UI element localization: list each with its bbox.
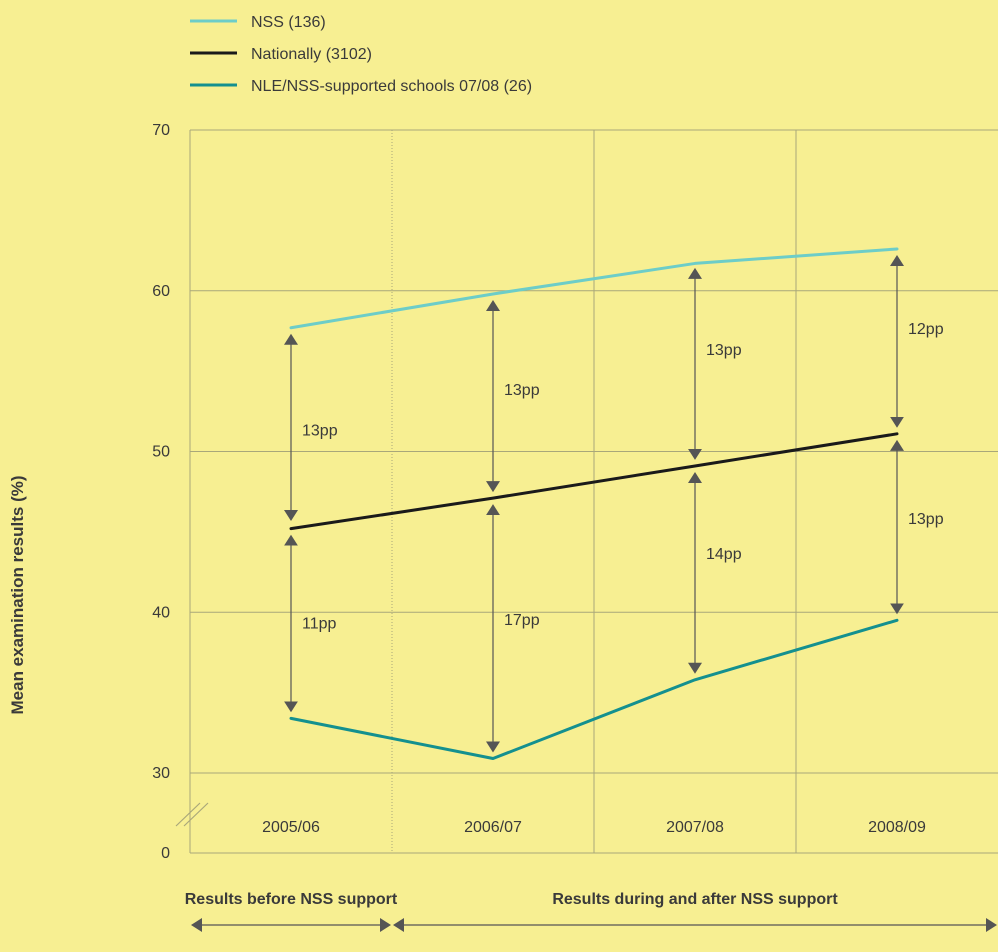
- y-tick-label: 70: [152, 122, 170, 139]
- series-line: [289, 618, 899, 761]
- y-tick-label: 40: [152, 604, 170, 621]
- series-lines: [289, 247, 899, 761]
- axis-break-mark: [183, 802, 209, 827]
- axis-break-mark: [175, 802, 201, 827]
- gap-label: 13pp: [302, 422, 338, 439]
- y-tick-label: 50: [152, 444, 170, 461]
- gap-label: 13pp: [504, 382, 540, 399]
- x-tick-label: 2006/07: [464, 819, 522, 836]
- grid: [189, 129, 998, 854]
- legend-item: NLE/NSS-supported schools 07/08 (26): [190, 78, 532, 95]
- x-tick-label: 2008/09: [868, 819, 926, 836]
- series-line: [289, 432, 899, 531]
- x-tick-label: 2005/06: [262, 819, 320, 836]
- series-line: [289, 247, 899, 330]
- x-axis: 2005/06 2006/07 2007/08 2008/09: [262, 819, 926, 836]
- period-label: Results before NSS support: [185, 891, 398, 908]
- y-tick-label: 30: [152, 765, 170, 782]
- y-tick-label: 60: [152, 283, 170, 300]
- y-tick-label: 0: [161, 845, 170, 862]
- legend-label: NLE/NSS-supported schools 07/08 (26): [251, 78, 532, 95]
- legend: NSS (136) Nationally (3102) NLE/NSS-suppor…: [190, 14, 532, 95]
- period-label: Results during and after NSS support: [552, 891, 838, 908]
- y-axis-label: Mean examination results (%): [8, 475, 27, 714]
- gap-label: 13pp: [706, 342, 742, 359]
- y-axis: Mean examination results (%) 70 60 50 40 30 0: [8, 122, 170, 862]
- gap-label: 12pp: [908, 321, 944, 338]
- legend-label: Nationally (3102): [251, 46, 372, 63]
- gap-label: 17pp: [504, 612, 540, 629]
- gap-label: 13pp: [908, 511, 944, 528]
- gap-arrows: 13pp 11pp 13pp 17pp 13pp 14pp 12pp 13pp: [284, 254, 944, 753]
- axis-break: [175, 802, 209, 827]
- legend-item: NSS (136): [190, 14, 326, 31]
- gap-label: 11pp: [302, 615, 337, 632]
- periods: Results before NSS support Results during…: [185, 891, 997, 932]
- x-tick-label: 2007/08: [666, 819, 724, 836]
- legend-label: NSS (136): [251, 14, 326, 31]
- gap-label: 14pp: [706, 546, 742, 563]
- legend-item: Nationally (3102): [190, 46, 372, 63]
